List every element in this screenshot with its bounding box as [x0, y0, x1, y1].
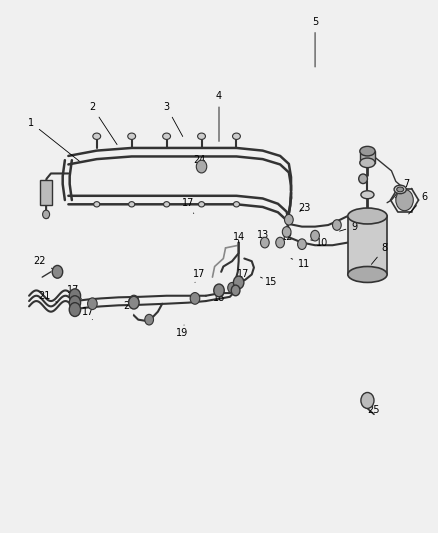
Ellipse shape — [129, 201, 135, 207]
Circle shape — [42, 210, 49, 219]
Text: 12: 12 — [280, 232, 293, 243]
Ellipse shape — [93, 133, 101, 140]
Ellipse shape — [348, 208, 387, 224]
Ellipse shape — [128, 133, 136, 140]
Circle shape — [233, 276, 244, 289]
Circle shape — [52, 265, 63, 278]
Text: 24: 24 — [193, 155, 205, 168]
Text: 8: 8 — [371, 243, 388, 264]
Text: 3: 3 — [163, 102, 183, 136]
Circle shape — [129, 295, 139, 307]
Bar — [40, 180, 52, 205]
Circle shape — [228, 282, 237, 293]
Circle shape — [145, 314, 153, 325]
Ellipse shape — [360, 147, 375, 156]
Bar — [360, 151, 375, 163]
Text: 17: 17 — [67, 286, 81, 298]
Text: 1: 1 — [28, 118, 79, 161]
Text: 19: 19 — [176, 325, 188, 338]
Circle shape — [190, 293, 200, 304]
Text: 9: 9 — [339, 222, 357, 232]
Ellipse shape — [397, 187, 404, 192]
Text: 17: 17 — [182, 198, 194, 214]
Ellipse shape — [233, 201, 240, 207]
Ellipse shape — [361, 191, 374, 199]
Text: 17: 17 — [193, 270, 205, 282]
Circle shape — [196, 160, 207, 173]
Text: 17: 17 — [82, 306, 94, 320]
Ellipse shape — [162, 133, 170, 140]
Circle shape — [88, 298, 97, 310]
Ellipse shape — [348, 266, 387, 282]
Bar — [348, 216, 387, 274]
Ellipse shape — [360, 158, 375, 167]
Circle shape — [276, 237, 285, 248]
Circle shape — [396, 189, 413, 211]
Circle shape — [69, 296, 81, 310]
Ellipse shape — [198, 133, 205, 140]
Text: 11: 11 — [291, 259, 310, 269]
Text: 14: 14 — [233, 232, 245, 243]
Ellipse shape — [233, 133, 240, 140]
Text: 23: 23 — [298, 203, 311, 213]
Text: 6: 6 — [409, 192, 427, 214]
Ellipse shape — [394, 185, 406, 193]
Ellipse shape — [198, 201, 205, 207]
Text: 22: 22 — [34, 256, 55, 270]
Circle shape — [231, 285, 240, 296]
Ellipse shape — [163, 201, 170, 207]
Circle shape — [297, 239, 306, 249]
Text: 20: 20 — [124, 301, 136, 314]
Text: 4: 4 — [216, 91, 222, 141]
Circle shape — [69, 303, 81, 317]
Circle shape — [261, 237, 269, 248]
Text: 5: 5 — [312, 17, 318, 67]
Circle shape — [283, 227, 291, 237]
Text: 21: 21 — [38, 290, 57, 302]
Text: 10: 10 — [311, 238, 328, 247]
Text: 2: 2 — [89, 102, 117, 144]
Text: 17: 17 — [237, 270, 249, 282]
Circle shape — [285, 214, 293, 225]
Circle shape — [69, 289, 81, 303]
Ellipse shape — [94, 201, 100, 207]
Text: 13: 13 — [257, 230, 269, 243]
Ellipse shape — [359, 174, 367, 183]
Text: 15: 15 — [261, 277, 278, 287]
Circle shape — [129, 296, 139, 309]
Circle shape — [214, 284, 224, 297]
Text: 7: 7 — [396, 179, 410, 198]
Circle shape — [361, 392, 374, 408]
Circle shape — [311, 230, 319, 241]
Text: 25: 25 — [365, 402, 380, 415]
Text: 18: 18 — [213, 290, 225, 303]
Circle shape — [332, 220, 341, 230]
